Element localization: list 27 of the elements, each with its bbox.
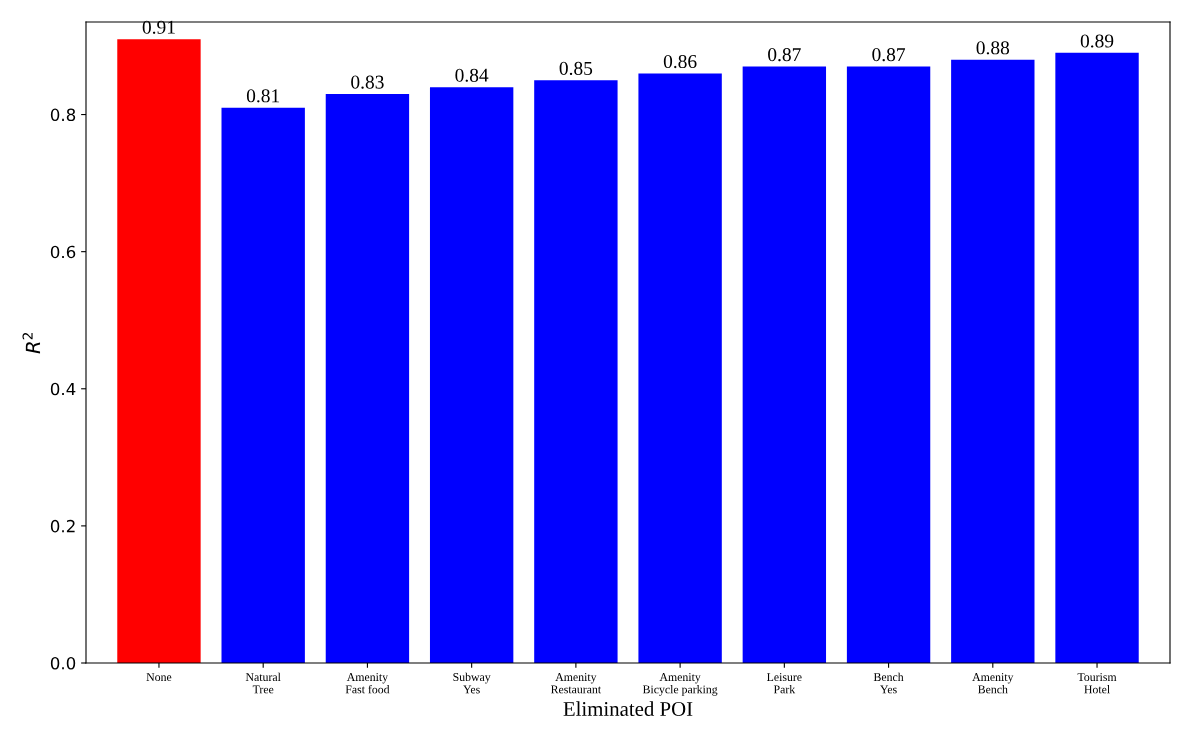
x-tick-label: None [146, 673, 172, 682]
x-tick-label: Amenity Restaurant [550, 673, 602, 694]
y-axis-title: R$^{2}$ [22, 332, 41, 354]
x-axis-title: Eliminated POI [563, 701, 693, 717]
data-label: 0.87 [872, 48, 906, 62]
data-label: 0.91 [142, 20, 175, 34]
x-tick-label: Amenity Bicycle parking [642, 673, 718, 696]
data-label: 0.89 [1080, 34, 1114, 48]
x-tick-label: Amenity Bench [972, 673, 1014, 694]
x-tick-label: Natural Tree [245, 672, 281, 694]
x-tick-label: Bench Yes [873, 672, 904, 694]
data-label: 0.85 [559, 61, 593, 76]
x-tick-label: Tourism Hotel [1077, 673, 1117, 694]
y-tick-label: 0.4 [50, 382, 76, 396]
data-label: 0.86 [663, 54, 697, 69]
data-label: 0.88 [976, 41, 1010, 55]
data-label: 0.83 [351, 75, 384, 89]
data-label: 0.84 [455, 68, 489, 82]
x-tick-label: Amenity Fast food [345, 673, 390, 694]
data-label: 0.87 [768, 48, 801, 62]
x-tick-label: Subway Yes [453, 672, 491, 694]
data-label: 0.81 [246, 89, 280, 103]
y-tick-label: 0.2 [50, 519, 75, 533]
y-tick-label: 0.6 [50, 245, 76, 259]
x-tick-label: Leisure Park [766, 673, 802, 694]
y-tick-label: 0.0 [50, 656, 76, 670]
y-tick-label: 0.8 [50, 108, 76, 122]
